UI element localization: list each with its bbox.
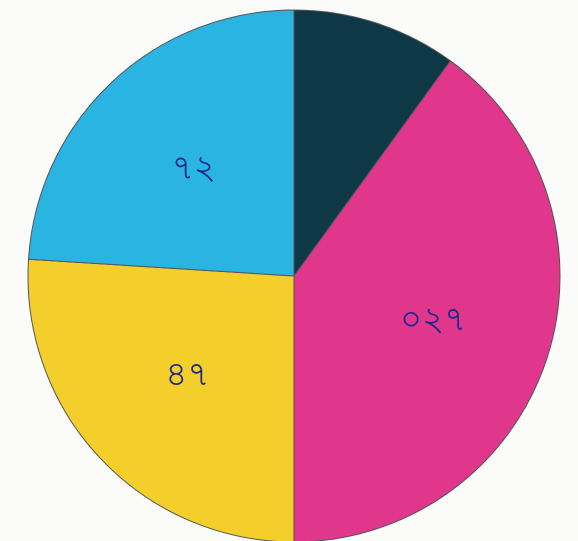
chart: ০২৭ ৪৭ ৭২: [0, 0, 578, 541]
slice-label: ৭২: [172, 148, 216, 188]
slice-label: ৪৭: [165, 355, 209, 395]
slice-label: ০২৭: [400, 300, 466, 340]
